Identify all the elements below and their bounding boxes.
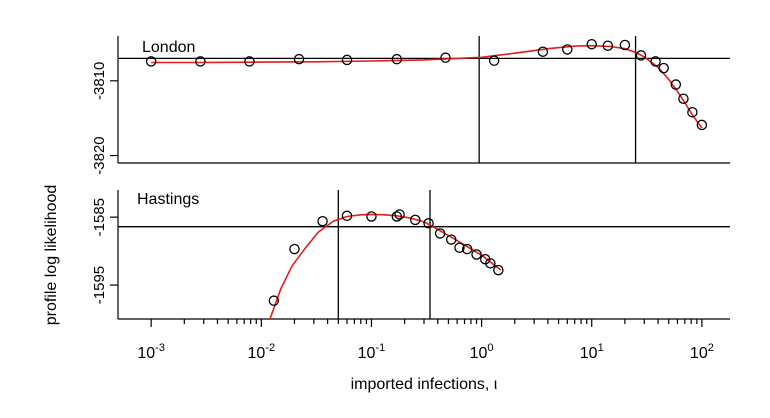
data-point [454, 242, 465, 253]
data-point [391, 211, 403, 222]
data-point [687, 106, 698, 118]
fit-curve [269, 213, 502, 319]
data-point [485, 258, 496, 269]
y-tick-label: -1595 [91, 266, 108, 304]
data-point [493, 264, 504, 276]
data-point [650, 56, 661, 67]
data-point [268, 295, 280, 306]
data-point [445, 234, 457, 245]
data-point [440, 52, 451, 63]
panel-hastings: -1585 -1595 Hastings [91, 190, 730, 320]
data-point [145, 56, 157, 67]
panel-label: London [142, 39, 195, 56]
data-point [317, 215, 328, 227]
data-point [341, 210, 353, 222]
x-tick-label: 10-2 [248, 342, 276, 362]
data-point [537, 46, 549, 57]
data-point [289, 243, 300, 255]
data-point [394, 209, 405, 220]
y-tick-label: -3810 [91, 62, 108, 100]
panels: -3810 -3820 London -1585 -1595 Hastings [91, 36, 730, 320]
data-point [696, 119, 708, 131]
data-point [391, 53, 403, 65]
data-point [410, 214, 421, 226]
panel-label: Hastings [137, 191, 199, 208]
x-axis-label: imported infections, ι [351, 376, 498, 393]
data-point [461, 243, 473, 255]
data-point [488, 55, 500, 66]
data-point [635, 50, 647, 61]
data-point [586, 38, 597, 50]
data-point [562, 44, 573, 55]
data-point [423, 218, 434, 229]
x-axis: 10-3 10-2 10-1 100 101 102 [137, 319, 714, 362]
panel-london: -3810 -3820 London [91, 36, 730, 175]
data-point [678, 93, 689, 105]
x-tick-label: 10-1 [358, 342, 386, 362]
data-point [434, 228, 446, 239]
data-point [293, 53, 305, 65]
x-tick-label: 100 [470, 342, 494, 362]
x-tick-label: 102 [690, 342, 714, 362]
data-point [471, 249, 482, 260]
data-point [195, 56, 206, 67]
data-point [670, 79, 682, 90]
data-point [341, 54, 353, 66]
x-tick-label: 101 [580, 342, 604, 362]
data-point [244, 56, 255, 67]
y-tick-label: -1585 [91, 198, 108, 236]
x-tick-label: 10-3 [137, 342, 165, 362]
data-point [366, 211, 377, 222]
data-point [619, 39, 631, 51]
y-axis-label: profile log likelihood [43, 185, 60, 326]
y-tick-label: -3820 [91, 136, 108, 174]
data-point [602, 40, 614, 51]
data-point [658, 62, 669, 74]
